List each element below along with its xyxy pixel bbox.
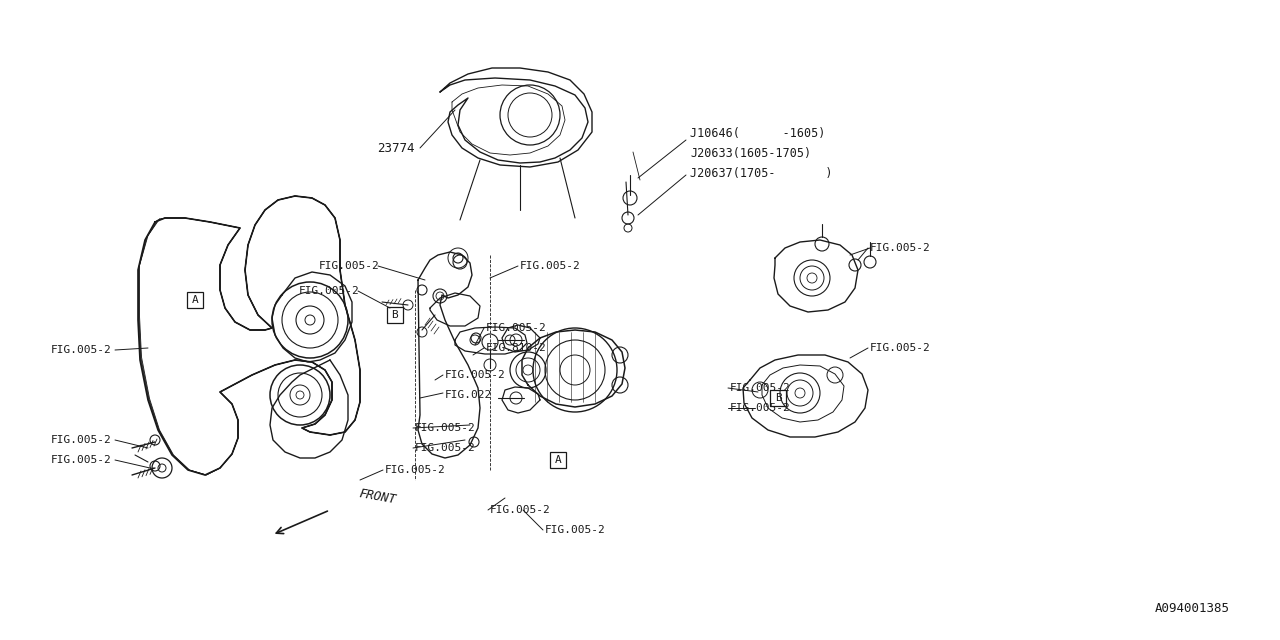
Bar <box>187 292 204 308</box>
Text: A: A <box>192 295 198 305</box>
Text: FIG.810-2: FIG.810-2 <box>486 343 547 353</box>
Text: FIG.005-2: FIG.005-2 <box>870 243 931 253</box>
Text: FIG.005-2: FIG.005-2 <box>51 345 113 355</box>
Text: A: A <box>554 455 562 465</box>
Text: FIG.005-2: FIG.005-2 <box>730 383 791 393</box>
Bar <box>771 390 786 406</box>
Text: A094001385: A094001385 <box>1155 602 1230 615</box>
Text: FIG.005-2: FIG.005-2 <box>300 286 360 296</box>
Text: FIG.005-2: FIG.005-2 <box>486 323 547 333</box>
Text: J20637(1705-       ): J20637(1705- ) <box>690 166 832 179</box>
Bar <box>387 307 403 323</box>
Text: J10646(      -1605): J10646( -1605) <box>690 127 826 140</box>
Text: FIG.005-2: FIG.005-2 <box>545 525 605 535</box>
Text: FIG.005-2: FIG.005-2 <box>490 505 550 515</box>
Text: J20633(1605-1705): J20633(1605-1705) <box>690 147 812 159</box>
Text: FIG.005-2: FIG.005-2 <box>415 443 476 453</box>
Text: FIG.005-2: FIG.005-2 <box>51 455 113 465</box>
Text: FIG.005-2: FIG.005-2 <box>730 403 791 413</box>
Text: FIG.005-2: FIG.005-2 <box>870 343 931 353</box>
Text: FIG.005-2: FIG.005-2 <box>385 465 445 475</box>
Text: FIG.005-2: FIG.005-2 <box>415 423 476 433</box>
Text: FIG.005-2: FIG.005-2 <box>319 261 380 271</box>
Text: FIG.005-2: FIG.005-2 <box>445 370 506 380</box>
Text: FIG.005-2: FIG.005-2 <box>51 435 113 445</box>
Text: FIG.022: FIG.022 <box>445 390 493 400</box>
Text: FRONT: FRONT <box>358 487 397 506</box>
Text: B: B <box>774 393 781 403</box>
Text: 23774: 23774 <box>378 141 415 154</box>
Bar <box>550 452 566 468</box>
Text: FIG.005-2: FIG.005-2 <box>520 261 581 271</box>
Text: B: B <box>392 310 398 320</box>
